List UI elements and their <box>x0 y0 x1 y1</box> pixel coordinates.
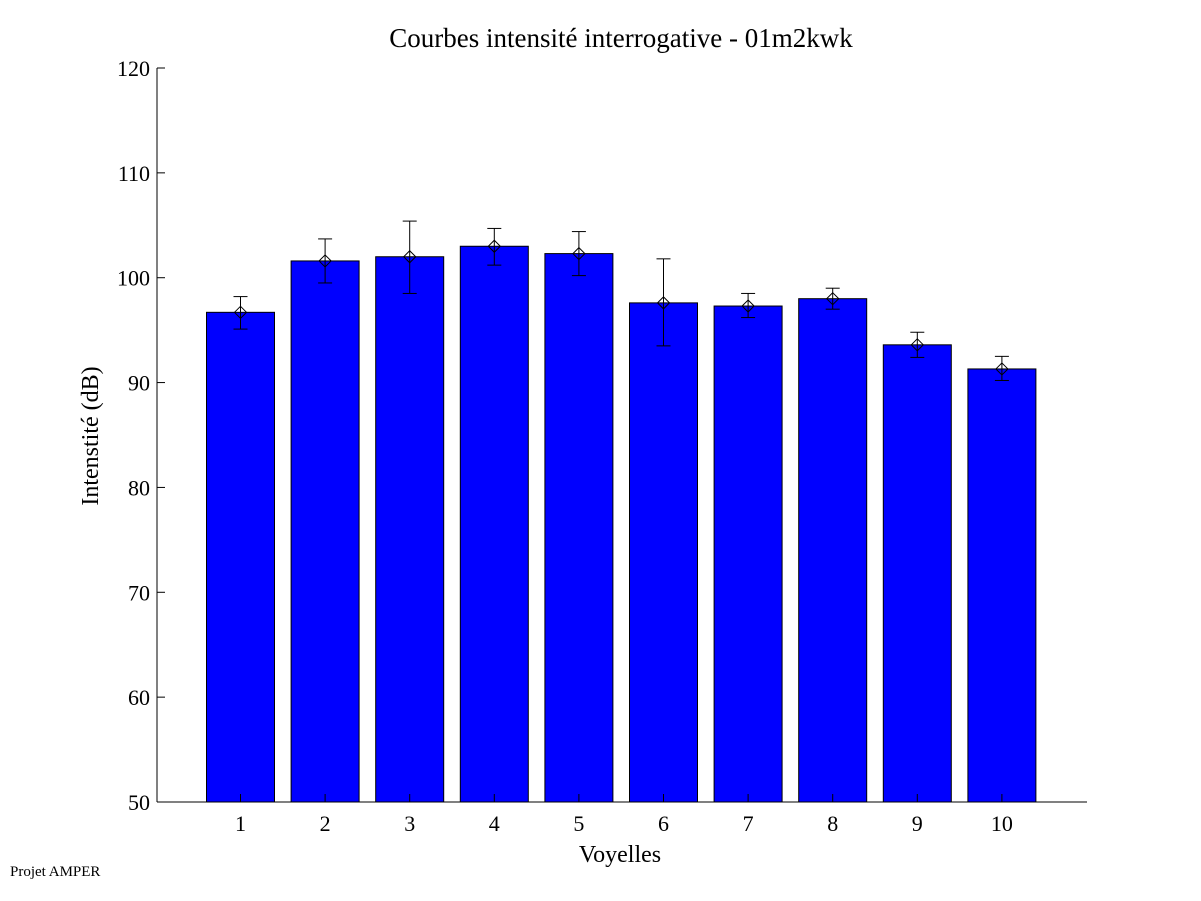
x-tick-label: 6 <box>658 811 669 836</box>
diamond-marker <box>572 246 586 261</box>
x-axis-label: Voyelles <box>579 842 661 868</box>
bar <box>290 260 360 803</box>
bar <box>375 256 445 803</box>
x-tick-label: 1 <box>235 811 246 836</box>
y-tick-label: 50 <box>128 790 150 815</box>
diamond-marker <box>825 291 840 306</box>
x-tick-label: 7 <box>743 811 754 836</box>
bar <box>882 344 952 803</box>
bar <box>544 253 614 803</box>
bar <box>713 305 783 803</box>
bar <box>798 298 868 803</box>
bar <box>967 368 1037 803</box>
y-tick-label: 100 <box>117 266 150 291</box>
x-tick-label: 4 <box>489 811 500 836</box>
bars-group <box>206 245 1037 803</box>
diamond-marker <box>741 299 755 313</box>
diamond-marker <box>656 296 671 310</box>
diamond-marker <box>402 250 417 264</box>
y-tick-label: 120 <box>117 56 150 81</box>
bar <box>629 302 698 803</box>
y-tick-label: 80 <box>128 475 150 500</box>
diamond-marker <box>233 305 248 320</box>
x-tick-label: 5 <box>573 811 584 836</box>
diamond-marker <box>318 254 332 268</box>
y-tick-label: 60 <box>128 685 150 710</box>
x-tick-label: 10 <box>991 811 1013 836</box>
x-tick-label: 8 <box>827 811 838 836</box>
x-tick-label: 2 <box>320 811 331 836</box>
y-tick-label: 70 <box>128 580 150 605</box>
error-bars-group <box>233 220 1009 381</box>
diamond-marker <box>487 239 502 253</box>
chart-title: Courbes intensité interrogative - 01m2kw… <box>389 23 853 53</box>
bar <box>459 245 529 803</box>
y-axis-label: Intenstité (dB) <box>78 366 104 505</box>
diamond-marker <box>910 338 925 352</box>
diamond-marker <box>995 362 1009 376</box>
axes-group: 50 60 70 80 90 100 110 120 1 2 3 4 5 6 7 8 9 10 <box>117 56 1087 836</box>
x-tick-label: 3 <box>404 811 415 836</box>
y-tick-label: 110 <box>118 161 150 186</box>
x-tick-label: 9 <box>912 811 923 836</box>
footer-credit: Projet AMPER <box>10 864 101 880</box>
y-tick-label: 90 <box>128 371 150 396</box>
bar <box>206 311 275 803</box>
